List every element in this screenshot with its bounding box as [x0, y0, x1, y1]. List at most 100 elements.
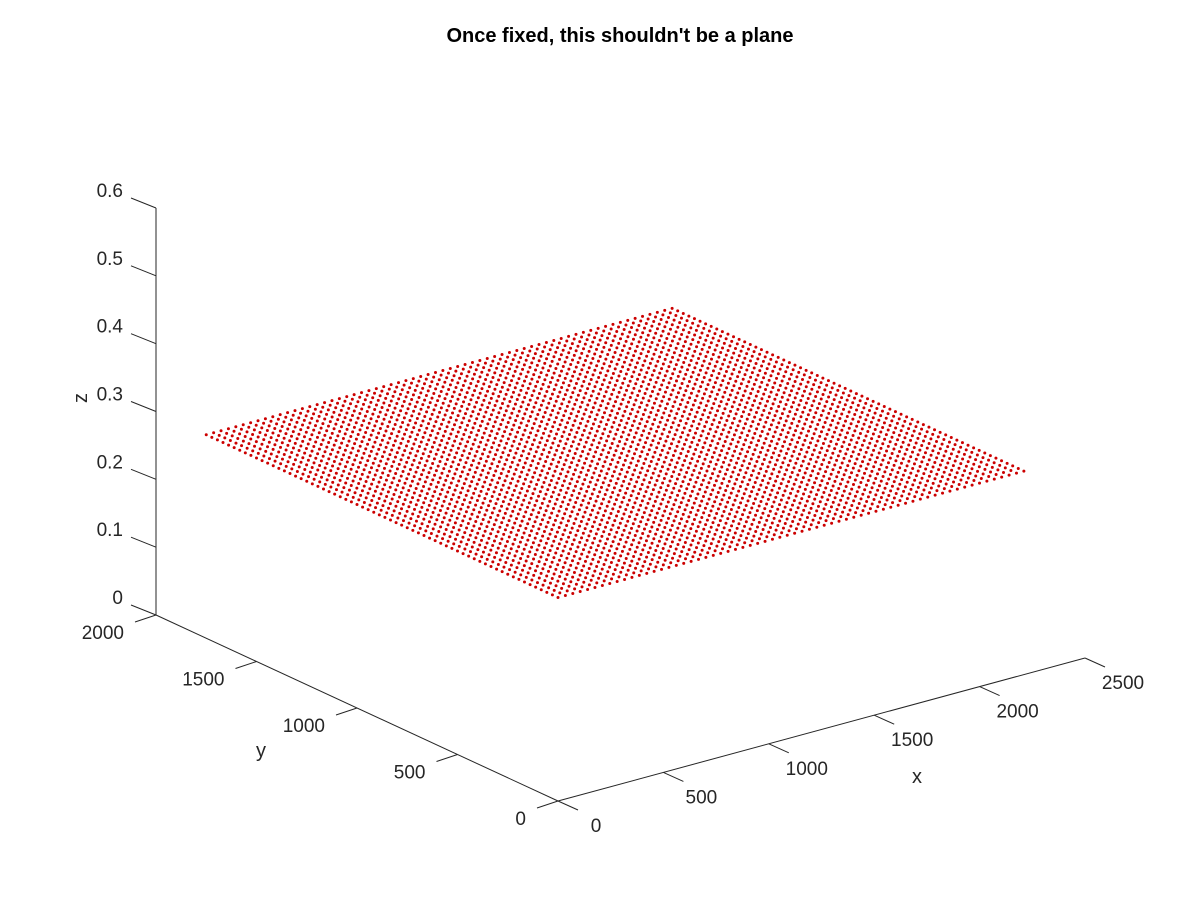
data-point: [503, 479, 507, 483]
data-point: [521, 466, 525, 470]
data-point: [556, 346, 560, 350]
data-point: [716, 441, 720, 445]
data-point: [641, 314, 645, 318]
data-point: [469, 365, 473, 369]
data-point: [864, 401, 868, 405]
data-point: [491, 527, 495, 531]
data-point: [750, 490, 754, 494]
data-point: [523, 396, 527, 400]
data-point: [1005, 461, 1009, 465]
data-point: [495, 383, 499, 387]
data-point: [323, 417, 327, 421]
z-tick-0: [130, 604, 157, 616]
data-point: [598, 355, 602, 359]
data-point: [557, 509, 561, 513]
data-point: [539, 354, 543, 358]
data-point: [669, 360, 673, 364]
data-point: [611, 371, 615, 375]
data-point: [414, 421, 418, 425]
data-point: [786, 382, 790, 386]
data-point: [780, 379, 784, 383]
data-point: [376, 415, 380, 419]
data-point: [978, 481, 981, 485]
data-point: [766, 416, 770, 420]
data-point: [694, 328, 698, 332]
data-point: [794, 494, 798, 498]
data-point: [548, 499, 552, 503]
data-point: [686, 400, 690, 404]
data-point: [588, 447, 592, 451]
data-point: [710, 455, 714, 459]
data-point: [601, 481, 605, 485]
data-point: [636, 394, 640, 398]
data-point: [504, 409, 508, 413]
data-point: [647, 464, 651, 468]
data-point: [916, 420, 920, 424]
data-point: [596, 478, 600, 482]
data-point: [676, 526, 680, 530]
x-tick-2000: [979, 686, 1000, 697]
data-point: [706, 366, 710, 370]
data-point: [950, 468, 954, 472]
data-point: [399, 474, 403, 478]
data-point: [739, 501, 743, 505]
data-point: [249, 421, 253, 425]
data-point: [858, 399, 862, 403]
data-point: [853, 462, 857, 466]
data-point: [427, 422, 431, 426]
data-point: [542, 513, 546, 517]
data-point: [556, 546, 560, 550]
data-point: [690, 408, 694, 412]
data-point: [676, 342, 680, 346]
data-point: [433, 473, 437, 477]
data-point: [729, 475, 733, 479]
data-point: [522, 531, 526, 535]
data-point: [282, 469, 286, 473]
data-point: [539, 539, 543, 543]
data-point: [418, 510, 422, 514]
data-point: [351, 463, 355, 467]
data-point: [703, 425, 707, 429]
data-point: [783, 522, 787, 526]
data-point: [529, 431, 533, 435]
data-point: [397, 430, 401, 434]
data-point: [489, 548, 493, 552]
data-point: [565, 573, 569, 577]
data-point: [850, 503, 854, 507]
data-point: [577, 459, 581, 463]
data-point: [899, 461, 903, 465]
data-point: [616, 493, 620, 497]
data-point: [927, 425, 931, 429]
data-point: [341, 404, 345, 408]
data-point: [743, 356, 747, 360]
data-point: [571, 423, 575, 427]
data-point: [727, 430, 731, 434]
data-point: [669, 544, 673, 548]
data-point: [480, 370, 484, 374]
data-point: [464, 444, 468, 448]
data-point: [648, 312, 652, 316]
data-point: [849, 405, 853, 409]
data-point: [838, 384, 842, 388]
data-point: [604, 574, 608, 578]
data-point: [513, 554, 517, 558]
data-point: [822, 523, 826, 527]
data-point: [635, 529, 639, 533]
data-point: [592, 504, 596, 508]
data-point: [596, 326, 600, 330]
data-point: [323, 433, 327, 437]
data-point: [528, 365, 532, 369]
data-point: [586, 468, 590, 472]
data-point: [502, 549, 506, 553]
data-point: [765, 518, 769, 522]
data-point: [399, 409, 403, 413]
data-point: [522, 498, 526, 502]
data-point: [594, 483, 598, 487]
data-point: [440, 520, 444, 524]
data-point: [585, 370, 589, 374]
data-point: [346, 476, 349, 480]
data-point: [811, 518, 815, 522]
data-point: [465, 542, 469, 546]
data-point: [386, 441, 390, 445]
data-point: [567, 400, 571, 404]
